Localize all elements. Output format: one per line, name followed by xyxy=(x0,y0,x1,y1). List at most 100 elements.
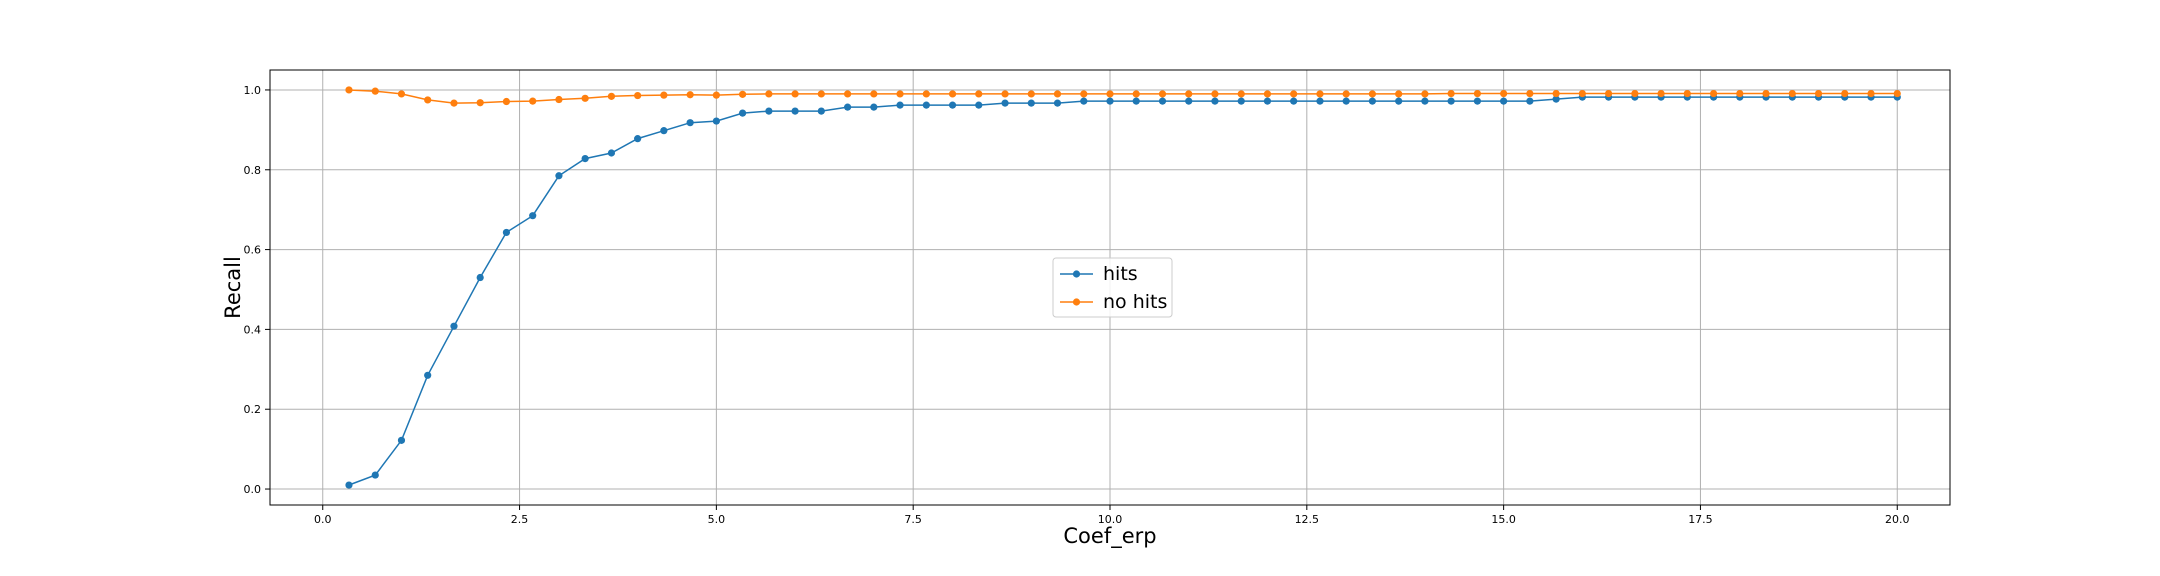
data-point-no-hits xyxy=(1316,90,1324,98)
data-point-no-hits xyxy=(975,90,983,98)
data-point-no-hits xyxy=(1526,89,1534,98)
data-point-hits xyxy=(1080,97,1088,105)
axis-ticks: 0.0 2.5 5.0 7.5 10.0 12.5 15.0 17.5 20.0 0.0 0.2 0.… xyxy=(244,84,1910,526)
data-point-hits xyxy=(555,172,563,180)
data-point-hits xyxy=(1368,97,1376,105)
data-point-hits xyxy=(581,154,589,163)
data-point-no-hits xyxy=(1185,90,1193,98)
data-point-no-hits xyxy=(1027,90,1035,98)
data-point-no-hits xyxy=(844,90,852,98)
data-point-no-hits xyxy=(1604,89,1613,98)
x-tick-label: 7.5 xyxy=(904,513,922,526)
data-point-hits xyxy=(345,481,353,489)
data-point-no-hits xyxy=(1841,89,1849,98)
data-point-hits xyxy=(634,135,642,143)
data-point-no-hits xyxy=(686,91,694,99)
data-point-no-hits xyxy=(817,90,825,98)
data-point-hits xyxy=(1053,99,1062,107)
data-point-hits xyxy=(1342,97,1350,105)
data-point-hits xyxy=(660,127,668,135)
grid xyxy=(270,70,1950,505)
data-point-hits xyxy=(1132,97,1140,105)
data-point-no-hits xyxy=(1683,89,1691,98)
data-point-no-hits xyxy=(1106,90,1114,98)
data-point-no-hits xyxy=(1814,89,1823,98)
data-point-no-hits xyxy=(424,96,432,104)
x-axis-label: Coef_erp xyxy=(1063,524,1156,549)
data-point-no-hits xyxy=(1473,89,1482,98)
x-tick-label: 2.5 xyxy=(511,513,529,526)
data-point-no-hits xyxy=(476,99,484,107)
data-point-hits xyxy=(791,107,799,115)
y-tick-label: 0.8 xyxy=(244,164,262,177)
x-tick-label: 15.0 xyxy=(1491,513,1516,526)
legend-marker-no-hits xyxy=(1072,298,1081,306)
data-point-no-hits xyxy=(1158,90,1167,98)
data-point-hits xyxy=(817,107,825,115)
data-point-no-hits xyxy=(1053,90,1062,98)
data-point-no-hits xyxy=(371,87,379,95)
data-point-no-hits xyxy=(1368,90,1376,98)
data-point-no-hits xyxy=(1788,89,1796,98)
data-point-hits xyxy=(1526,97,1534,105)
data-point-no-hits xyxy=(1080,90,1088,98)
data-point-hits xyxy=(450,322,458,330)
data-point-hits xyxy=(765,107,773,115)
data-point-no-hits xyxy=(738,90,747,98)
legend-label-no-hits: no hits xyxy=(1103,291,1167,313)
data-point-hits xyxy=(1290,97,1298,105)
data-point-no-hits xyxy=(397,90,406,98)
data-point-no-hits xyxy=(1762,89,1770,98)
data-point-hits xyxy=(1473,97,1482,105)
data-point-no-hits xyxy=(1395,90,1403,98)
data-point-no-hits xyxy=(1211,90,1219,98)
data-point-hits xyxy=(1500,97,1508,105)
data-point-hits xyxy=(502,228,511,237)
data-point-no-hits xyxy=(896,90,904,98)
data-point-hits xyxy=(738,109,747,117)
data-point-hits xyxy=(975,101,983,109)
y-axis-label: Recall xyxy=(221,256,245,319)
data-point-no-hits xyxy=(870,90,878,98)
data-point-hits xyxy=(1263,97,1272,105)
data-point-hits xyxy=(371,471,379,479)
data-point-no-hits xyxy=(1263,90,1272,98)
x-tick-label: 17.5 xyxy=(1688,513,1713,526)
x-tick-label: 5.0 xyxy=(708,513,726,526)
data-point-hits xyxy=(1447,97,1455,105)
data-point-no-hits xyxy=(1552,89,1560,98)
data-point-hits xyxy=(1106,97,1114,105)
data-point-no-hits xyxy=(1631,89,1639,98)
series-line-no-hits xyxy=(348,89,1898,104)
data-point-no-hits xyxy=(1578,89,1586,98)
data-point-hits xyxy=(1421,97,1429,105)
data-point-no-hits xyxy=(1867,89,1875,98)
data-point-no-hits xyxy=(502,97,511,106)
data-point-hits xyxy=(712,117,720,125)
data-point-no-hits xyxy=(765,90,773,98)
data-point-hits xyxy=(607,149,616,157)
data-point-hits xyxy=(1316,97,1324,105)
data-point-no-hits xyxy=(529,97,537,105)
data-point-no-hits xyxy=(634,91,642,100)
data-point-hits xyxy=(476,273,484,282)
data-point-hits xyxy=(424,371,432,379)
data-point-hits xyxy=(1158,97,1167,105)
data-point-hits xyxy=(1237,97,1245,105)
y-tick-label: 0.6 xyxy=(244,244,262,257)
data-point-no-hits xyxy=(1342,90,1350,98)
data-point-hits xyxy=(1552,95,1560,103)
data-point-hits xyxy=(686,119,694,127)
legend-marker-hits xyxy=(1072,270,1081,278)
data-point-hits xyxy=(529,212,537,220)
data-point-no-hits xyxy=(791,90,799,98)
data-point-no-hits xyxy=(1001,90,1009,98)
data-point-hits xyxy=(896,101,904,109)
data-point-hits xyxy=(1211,97,1219,105)
data-point-hits xyxy=(1395,97,1403,105)
data-point-hits xyxy=(1001,99,1009,107)
data-point-no-hits xyxy=(948,90,957,98)
data-point-no-hits xyxy=(1237,90,1245,98)
data-point-no-hits xyxy=(581,94,589,102)
